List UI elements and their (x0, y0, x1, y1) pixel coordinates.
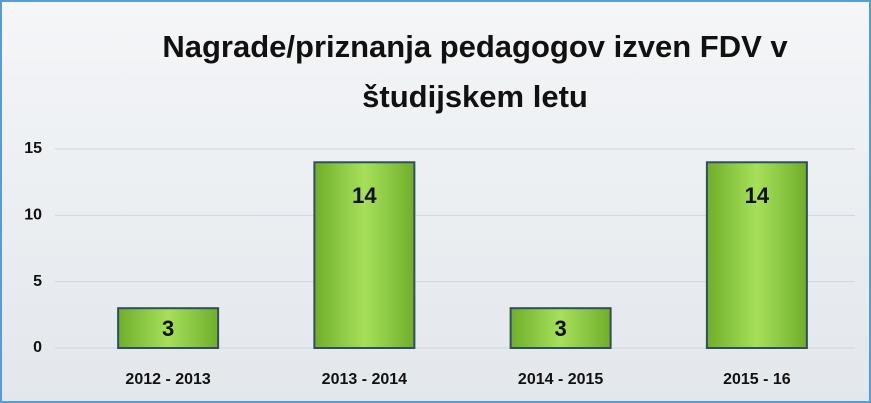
value-label: 14 (745, 183, 770, 208)
x-tick-label: 2013 - 2014 (322, 371, 408, 388)
x-tick-label: 2015 - 16 (723, 371, 791, 388)
bar (117, 307, 220, 350)
bar (313, 161, 416, 349)
value-label: 3 (555, 316, 567, 341)
y-tick-label: 10 (24, 207, 42, 224)
bar (509, 307, 612, 350)
value-label: 3 (162, 316, 174, 341)
y-tick-label: 0 (33, 339, 42, 356)
x-tick-label: 2012 - 2013 (125, 371, 211, 388)
value-label: 14 (352, 183, 377, 208)
x-tick-label: 2014 - 2015 (518, 371, 604, 388)
chart-title: Nagrade/priznanja pedagogov izven FDV v … (162, 29, 788, 114)
y-tick-label: 15 (24, 140, 42, 157)
y-tick-label: 5 (33, 273, 42, 290)
bar (705, 161, 808, 349)
